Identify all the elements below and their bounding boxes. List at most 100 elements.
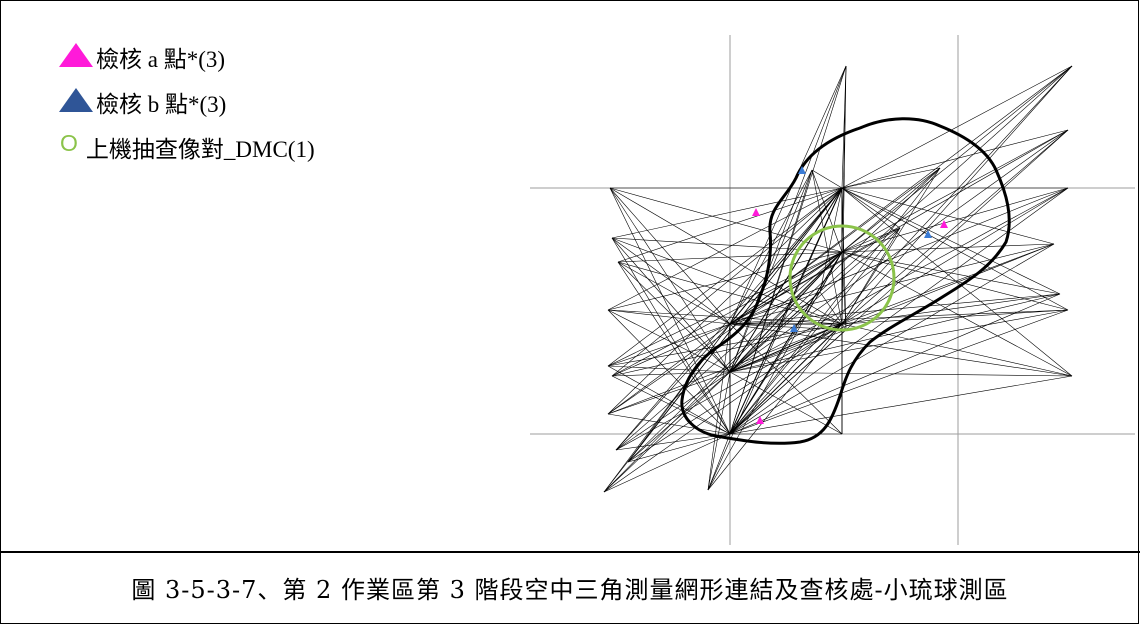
network-line xyxy=(617,261,731,373)
network-line xyxy=(729,227,901,325)
network-line xyxy=(603,433,731,493)
network-line xyxy=(627,371,731,463)
legend-label-check-a: 檢核 a 點*(3) xyxy=(96,47,226,72)
network-line xyxy=(729,65,1073,435)
network-line xyxy=(603,371,731,493)
network-line xyxy=(617,187,843,263)
network-line xyxy=(729,371,843,435)
network-line xyxy=(811,169,843,253)
check-point-a-marker xyxy=(756,416,764,424)
caption-divider xyxy=(0,551,1140,553)
network-line xyxy=(729,169,813,373)
survey-area-boundary xyxy=(680,117,1011,445)
network-line xyxy=(729,293,1061,325)
network-line xyxy=(729,169,813,435)
network-line xyxy=(729,309,1069,435)
network-line xyxy=(611,237,731,373)
network-line xyxy=(729,329,847,435)
network-line xyxy=(611,187,843,377)
network-line xyxy=(729,187,843,325)
network-line xyxy=(729,65,1073,325)
network-line xyxy=(841,293,1061,325)
network-line xyxy=(841,309,1069,325)
network-line xyxy=(729,309,1069,373)
network-line xyxy=(607,309,731,325)
network-line xyxy=(707,323,731,491)
network-line xyxy=(607,371,731,415)
network-line xyxy=(617,261,731,435)
network-line xyxy=(841,129,1069,253)
network-line xyxy=(729,167,941,435)
network-line xyxy=(607,365,731,373)
network-line xyxy=(607,309,731,373)
network-line xyxy=(729,251,843,373)
network-line xyxy=(841,65,1073,253)
network-line xyxy=(811,169,843,189)
network-line xyxy=(607,251,843,311)
network-line xyxy=(841,187,1069,325)
network-line xyxy=(841,251,1069,311)
network-line xyxy=(729,243,1055,435)
network-line xyxy=(607,251,843,367)
network-line xyxy=(707,371,731,491)
network-line xyxy=(729,323,1073,377)
legend-item-check-b: 檢核 b 點*(3) xyxy=(58,85,315,130)
network-line xyxy=(841,187,1069,311)
legend-label-sample-pair: 上機抽查像對_DMC(1) xyxy=(85,137,315,162)
legend-item-sample-pair: O 上機抽查像對_DMC(1) xyxy=(58,130,315,175)
network-line xyxy=(617,251,843,263)
network-lines xyxy=(603,65,1073,493)
network-line xyxy=(841,187,901,229)
network-line xyxy=(841,129,1069,325)
legend-label-check-b: 檢核 b 點*(3) xyxy=(96,92,227,117)
network-line xyxy=(841,243,1055,253)
network-line xyxy=(607,309,843,325)
network-line xyxy=(609,187,731,435)
network-line xyxy=(611,237,843,253)
network-line xyxy=(729,375,1073,435)
grid-lines xyxy=(530,35,1135,545)
check-points-a xyxy=(752,208,948,424)
network-line xyxy=(615,371,731,451)
check-point-a-marker xyxy=(752,208,760,216)
sample-pair-circle xyxy=(788,224,896,332)
network-line xyxy=(607,413,731,435)
network-line xyxy=(729,291,821,373)
network-line xyxy=(729,227,901,435)
check-point-b-marker xyxy=(924,230,932,238)
network-line xyxy=(729,187,843,373)
network-line xyxy=(841,187,1061,295)
network-line xyxy=(609,187,843,325)
network-line xyxy=(729,293,1061,373)
network-line xyxy=(841,167,941,325)
network-line xyxy=(607,187,843,367)
network-line xyxy=(611,323,843,377)
network-line xyxy=(609,187,731,325)
network-line xyxy=(627,433,731,463)
network-line xyxy=(819,187,843,293)
network-line xyxy=(607,251,843,415)
network-line xyxy=(841,167,941,189)
network-line xyxy=(607,323,843,367)
network-line xyxy=(617,261,731,325)
network-line xyxy=(609,187,731,373)
legend: 檢核 a 點*(3) 檢核 b 點*(3) O 上機抽查像對_DMC(1) xyxy=(58,40,315,175)
network-line xyxy=(841,323,1073,377)
network-line xyxy=(729,65,847,373)
check-points-b xyxy=(790,166,932,332)
network-line xyxy=(729,129,1069,325)
network-line xyxy=(729,323,843,373)
network-line xyxy=(729,167,941,373)
network-line xyxy=(607,187,843,415)
triangulation-network-diagram xyxy=(530,35,1135,545)
network-line xyxy=(607,323,843,415)
network-line xyxy=(607,309,731,435)
network-line xyxy=(611,375,731,435)
check-point-b-marker xyxy=(798,166,806,174)
network-line xyxy=(729,243,1055,373)
network-line xyxy=(729,329,847,373)
magenta-triangle-icon xyxy=(59,43,93,67)
network-line xyxy=(841,227,901,325)
network-line xyxy=(729,167,941,325)
